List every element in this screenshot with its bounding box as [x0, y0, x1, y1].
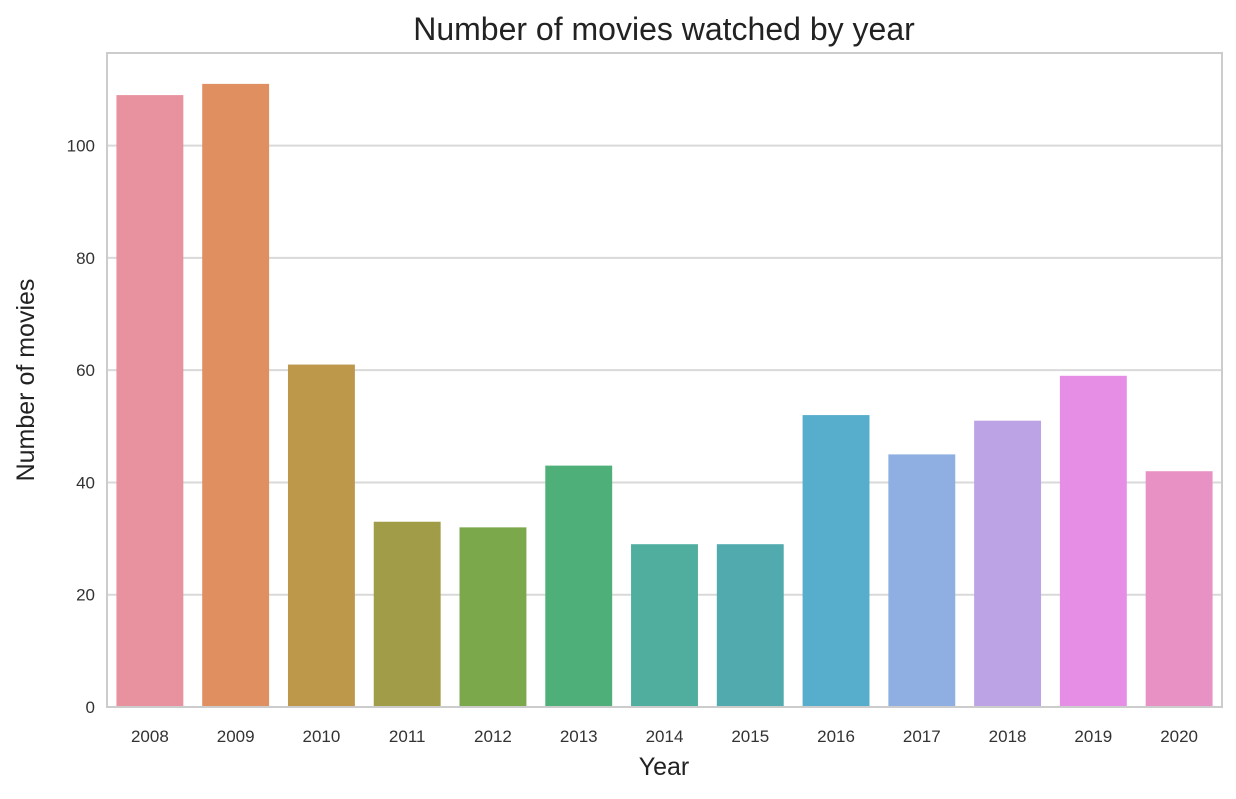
bar-2017: [888, 454, 956, 707]
bar-2020: [1145, 471, 1213, 707]
x-tick-label-2020: 2020: [1160, 727, 1198, 746]
x-tick-label-2012: 2012: [474, 727, 512, 746]
y-tick-label: 80: [76, 249, 95, 268]
y-tick-label: 100: [67, 137, 95, 156]
x-tick-label-2009: 2009: [217, 727, 255, 746]
y-tick-label: 20: [76, 586, 95, 605]
x-tick-label-2019: 2019: [1074, 727, 1112, 746]
x-tick-label-2011: 2011: [389, 727, 426, 746]
x-tick-label-2013: 2013: [560, 727, 598, 746]
y-axis-title: Number of movies: [12, 279, 40, 482]
bar-2009: [202, 83, 270, 707]
x-tick-label-2016: 2016: [817, 727, 855, 746]
bar-2010: [287, 364, 355, 707]
plot-frame: [106, 52, 1223, 708]
bars: [116, 83, 1213, 707]
x-tick-label-2008: 2008: [131, 727, 169, 746]
bar-2018: [974, 420, 1042, 707]
x-tick-label-2010: 2010: [303, 727, 341, 746]
x-tick-label-2015: 2015: [731, 727, 769, 746]
y-tick-labels: 0 20 40 60 80 100: [67, 137, 95, 717]
x-axis-title: Year: [639, 753, 690, 781]
bar-2016: [802, 415, 870, 707]
y-tick-label: 60: [76, 361, 95, 380]
bar-2008: [116, 95, 184, 707]
y-tick-label: 0: [86, 698, 95, 717]
bar-2015: [716, 544, 784, 707]
x-tick-labels: 2008 2009 2010 2011 2012 2013 2014 2015 2016 2017…: [131, 727, 1198, 746]
x-tick-label-2014: 2014: [646, 727, 684, 746]
bar-2012: [459, 527, 527, 707]
x-tick-label-2018: 2018: [989, 727, 1027, 746]
bar-2011: [373, 521, 441, 707]
chart-title: Number of movies watched by year: [413, 11, 915, 47]
bar-2014: [631, 544, 698, 707]
x-tick-label-2017: 2017: [903, 727, 941, 746]
bar-2013: [545, 465, 613, 707]
bar-2019: [1059, 375, 1127, 707]
y-tick-label: 40: [76, 473, 95, 492]
